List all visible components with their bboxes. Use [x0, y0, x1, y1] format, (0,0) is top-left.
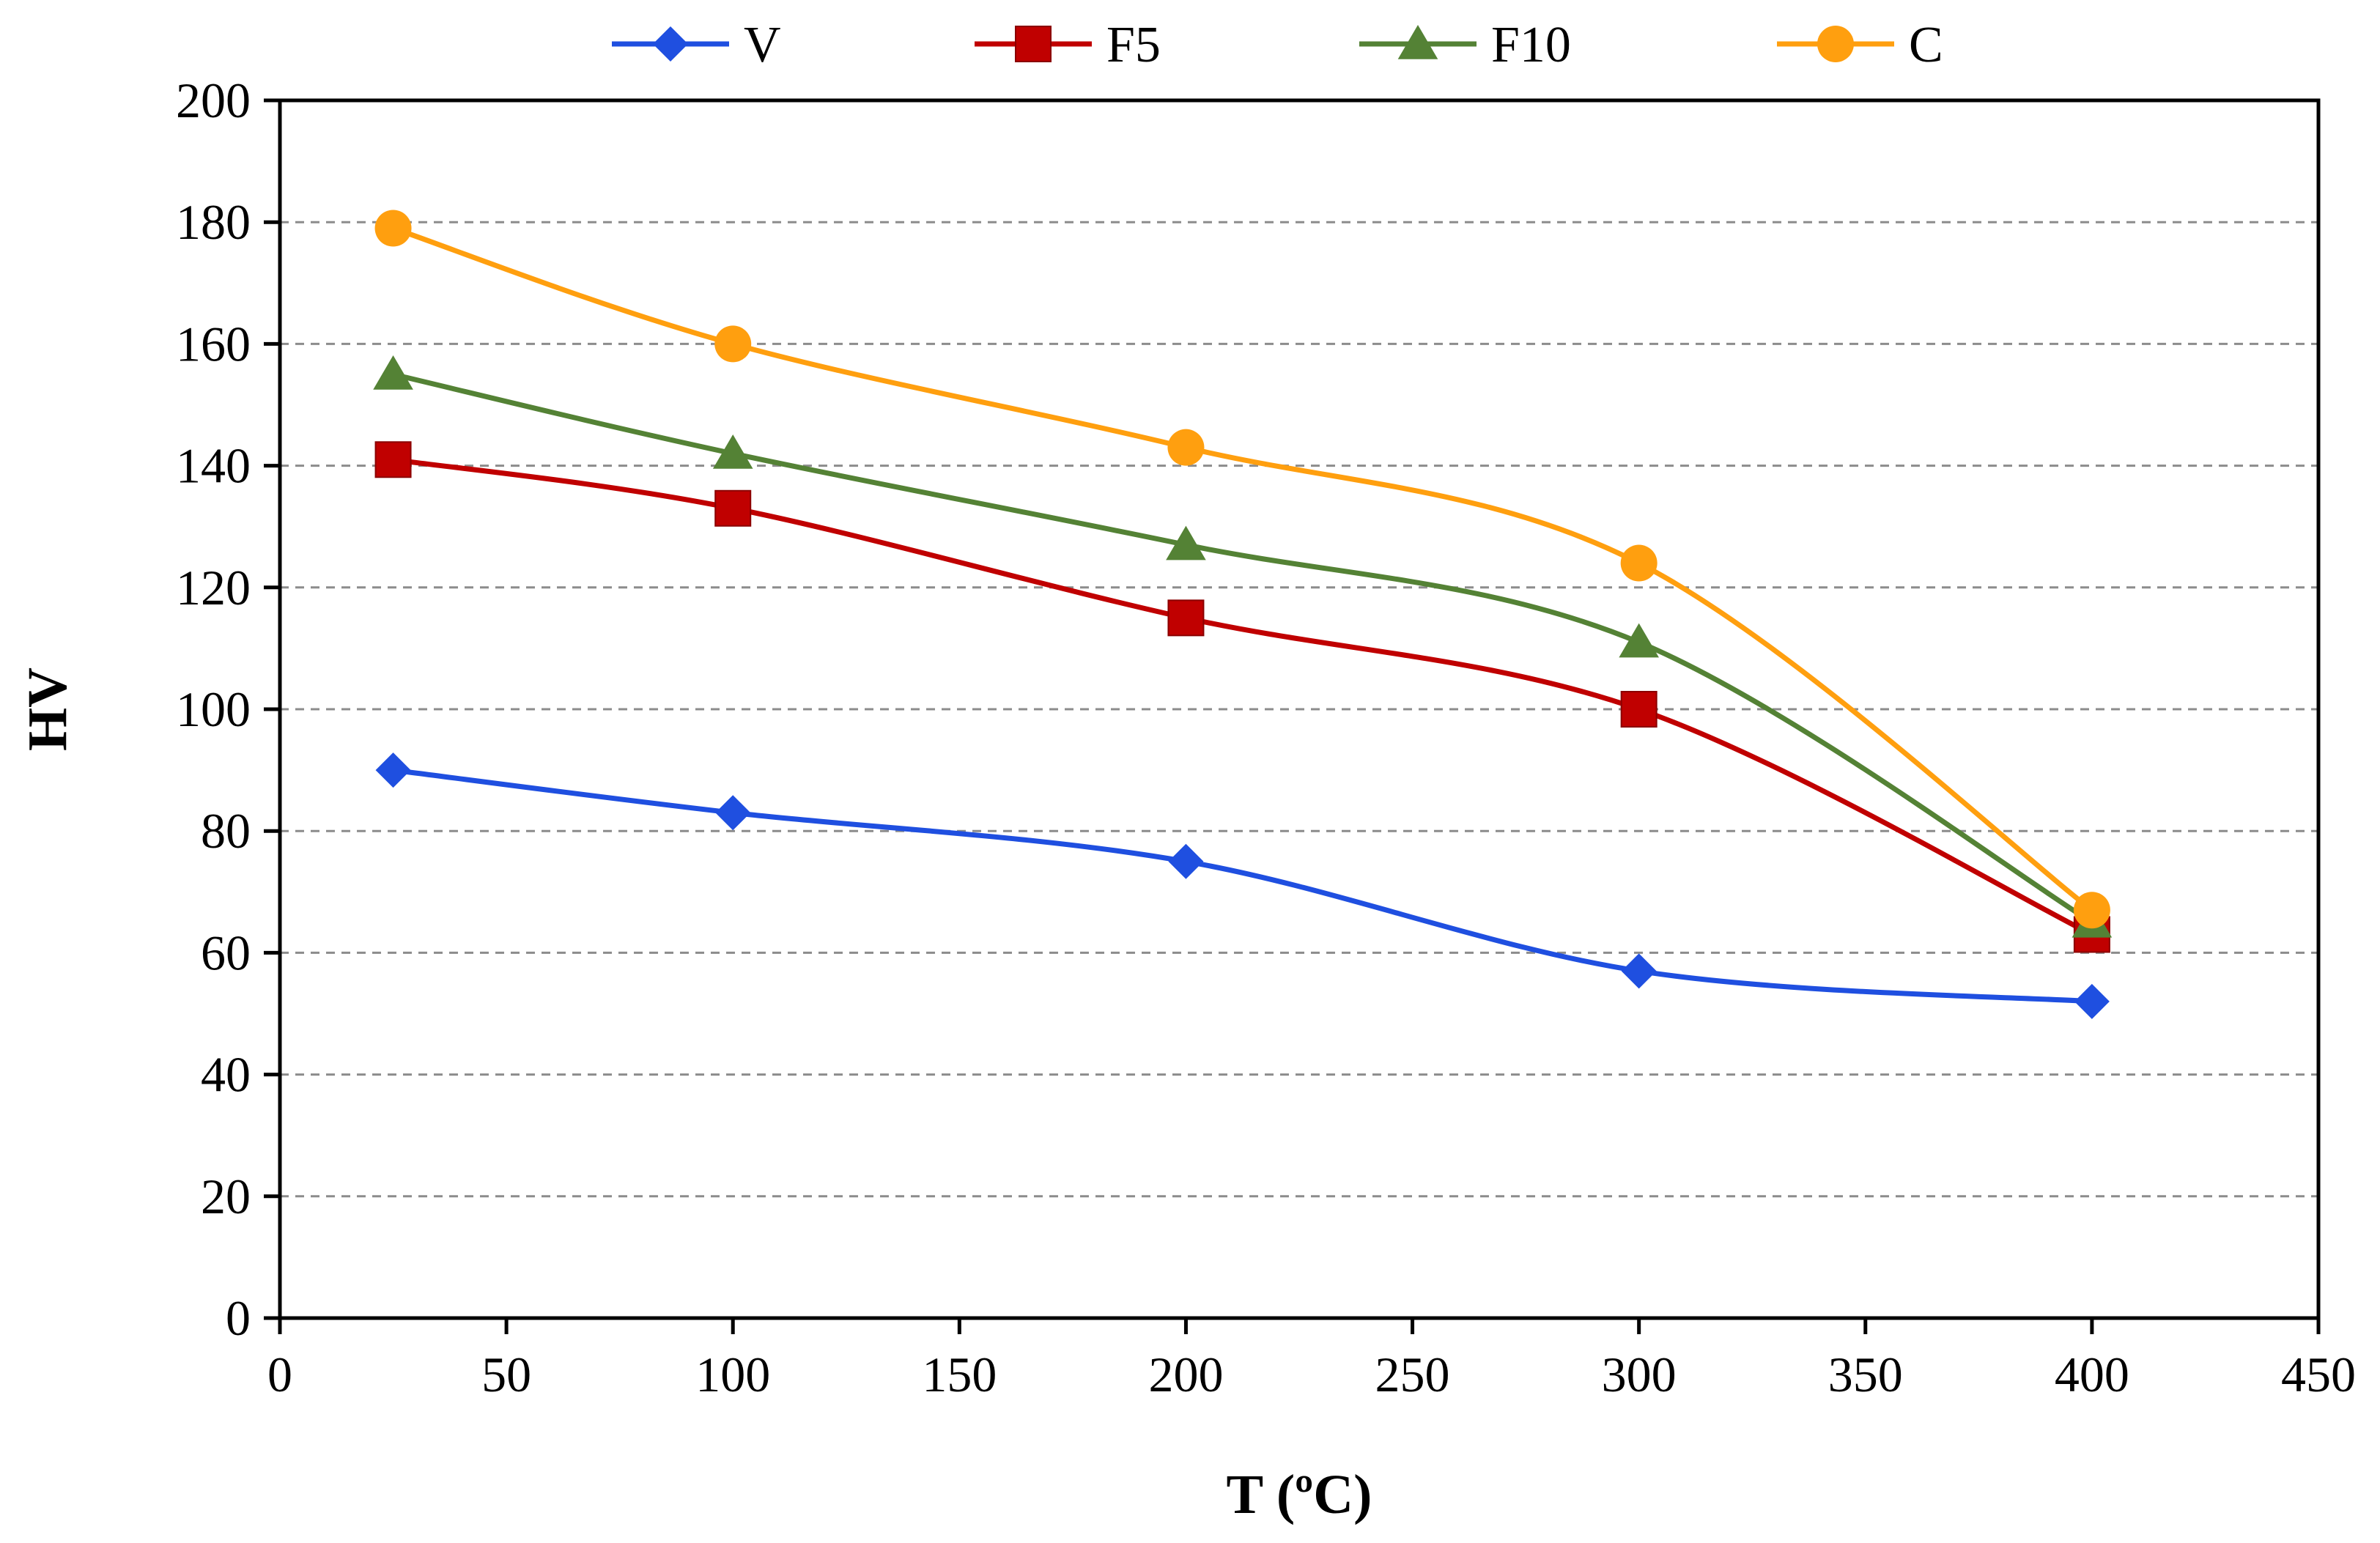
x-tick-label: 50 — [481, 1347, 531, 1402]
y-tick-label: 180 — [176, 194, 251, 250]
series-line-f10 — [391, 371, 2095, 925]
y-axis-title: HV — [17, 667, 78, 751]
legend-label: F5 — [1106, 17, 1161, 73]
y-tick-label: 200 — [176, 73, 251, 128]
legend-marker — [1817, 26, 1854, 62]
y-tick-label: 100 — [176, 681, 251, 737]
legend-label: V — [744, 17, 781, 73]
series-v — [375, 752, 2110, 1019]
legend-item-f10: F10 — [1359, 17, 1571, 73]
series-line-v — [391, 767, 2095, 1004]
data-point — [2074, 983, 2110, 1019]
data-point — [1167, 429, 1205, 466]
x-tick-label: 0 — [267, 1347, 292, 1402]
legend-label: C — [1909, 17, 1943, 73]
series-f5 — [374, 441, 2110, 953]
y-tick-label: 160 — [176, 316, 251, 371]
x-tick-label: 100 — [695, 1347, 770, 1402]
x-tick-label: 350 — [1828, 1347, 1903, 1402]
y-tick-label: 140 — [176, 438, 251, 494]
legend-label: F10 — [1491, 17, 1571, 73]
series-c — [374, 210, 2110, 929]
x-tick-label: 450 — [2281, 1347, 2356, 1402]
legend-marker — [653, 26, 688, 62]
series-line-c — [391, 226, 2095, 913]
data-point — [714, 489, 752, 527]
x-tick-label: 400 — [2055, 1347, 2129, 1402]
legend-item-f5: F5 — [975, 17, 1161, 73]
y-tick-label: 20 — [201, 1169, 251, 1224]
x-axis: 0 50 100 150 200 250 300 350 400 450 — [267, 1318, 2356, 1402]
legend-marker — [1397, 25, 1438, 59]
legend-item-c: C — [1777, 17, 1943, 73]
x-tick-label: 250 — [1375, 1347, 1450, 1402]
data-point — [374, 210, 412, 247]
legend-marker — [1015, 26, 1052, 62]
y-axis: 0 20 40 60 80 100 120 140 160 180 200 — [176, 73, 280, 1346]
data-point — [375, 752, 411, 788]
x-tick-label: 150 — [922, 1347, 997, 1402]
data-point — [1167, 599, 1205, 637]
series-line-f5 — [391, 456, 2095, 937]
data-point — [2073, 892, 2110, 929]
legend-item-v: V — [612, 17, 781, 73]
series-lines — [373, 210, 2113, 1019]
x-axis-title: T (ºC) — [1227, 1464, 1372, 1525]
y-tick-label: 80 — [201, 803, 251, 859]
data-point — [1621, 953, 1657, 989]
data-point — [1619, 623, 1659, 658]
data-point — [715, 795, 751, 831]
data-point — [714, 325, 752, 363]
y-tick-label: 120 — [176, 560, 251, 615]
y-tick-label: 0 — [226, 1290, 251, 1346]
data-point — [1168, 843, 1204, 879]
legend: V F5 F10 C — [612, 17, 1943, 73]
data-point — [1620, 544, 1658, 582]
data-point — [374, 441, 412, 478]
grid-lines — [280, 221, 2318, 1198]
data-point — [1166, 525, 1206, 560]
y-tick-label: 60 — [201, 925, 251, 980]
data-point — [712, 434, 753, 469]
data-point — [373, 355, 413, 390]
x-tick-label: 200 — [1148, 1347, 1223, 1402]
series-f10 — [373, 355, 2113, 938]
data-point — [1620, 691, 1658, 728]
x-tick-label: 300 — [1602, 1347, 1677, 1402]
y-tick-label: 40 — [201, 1047, 251, 1103]
